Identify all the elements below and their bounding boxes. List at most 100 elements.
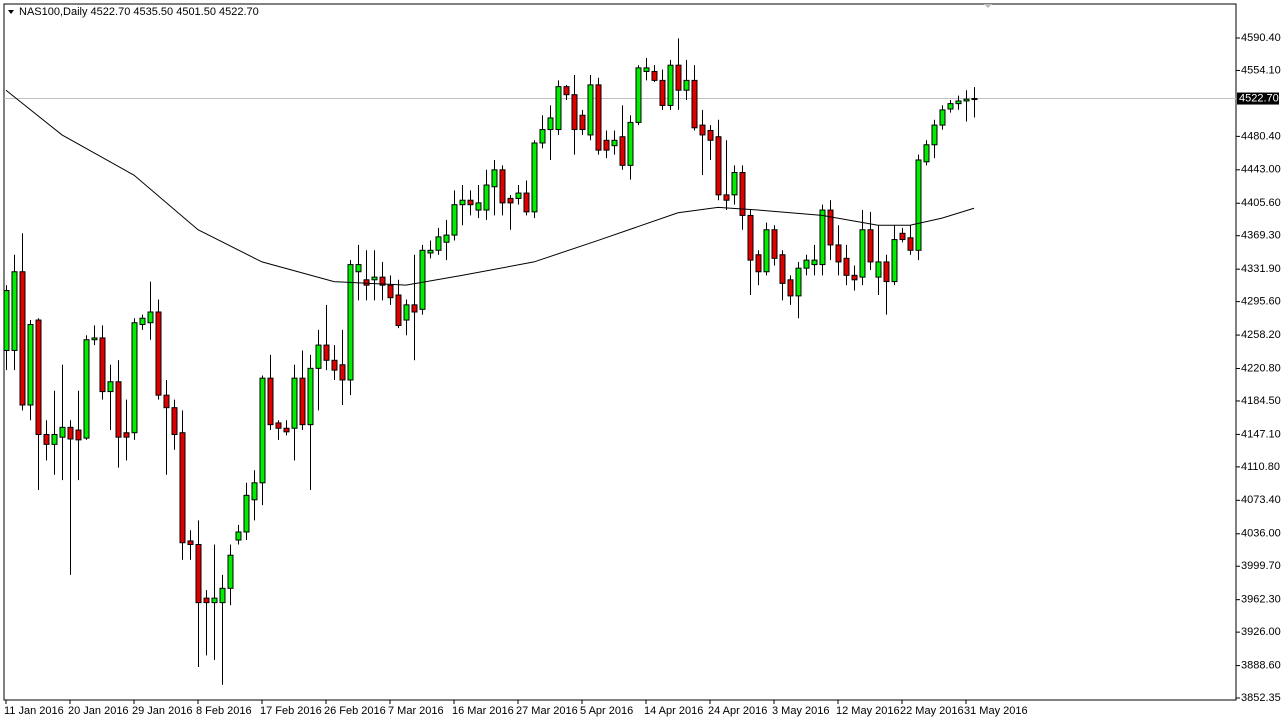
x-tick-label: 17 Feb 2016 (260, 705, 322, 717)
candle-body (587, 84, 594, 136)
header-high: 4535.50 (133, 6, 173, 18)
plot-area (3, 3, 1237, 701)
y-tick-label: 4590.40 (1241, 32, 1281, 44)
candle-body (475, 202, 482, 211)
candle-body (59, 426, 66, 438)
last-price-label: 4522.70 (1239, 92, 1279, 104)
candle-body (611, 139, 618, 147)
y-tick-label: 4554.10 (1241, 64, 1281, 76)
candle-body (91, 337, 98, 341)
candle-body (379, 276, 386, 286)
candle-body (795, 267, 802, 297)
candle-body (595, 84, 602, 151)
candle-body (211, 597, 218, 604)
candle-body (115, 381, 122, 438)
candle-body (403, 304, 410, 321)
candle-body (387, 284, 394, 299)
candle-body (579, 114, 586, 131)
candle-body (515, 192, 522, 199)
candle-body (19, 271, 26, 406)
x-tick-label: 27 Mar 2016 (516, 705, 578, 717)
candle-body (755, 254, 762, 273)
candle-body (939, 109, 946, 126)
candle-body (531, 142, 538, 213)
candle-body (291, 377, 298, 429)
candle-body (67, 426, 74, 440)
candle-body (739, 171, 746, 216)
candle-body (251, 482, 258, 501)
x-tick-label: 16 Mar 2016 (452, 705, 514, 717)
candle-body (931, 124, 938, 146)
candle-body (547, 117, 554, 131)
symbol: NAS100,Daily (19, 6, 88, 18)
candle-body (123, 432, 130, 438)
y-tick-label: 4295.60 (1241, 296, 1281, 308)
candle-body (707, 129, 714, 141)
candle-body (35, 319, 42, 436)
candle-body (723, 194, 730, 201)
candle-body (443, 234, 450, 243)
candle-body (171, 407, 178, 436)
candle-body (259, 377, 266, 484)
candle-body (331, 359, 338, 371)
candle-body (699, 124, 706, 136)
y-tick-label: 3888.60 (1241, 659, 1281, 671)
candle-body (195, 543, 202, 604)
y-tick-label: 4184.50 (1241, 395, 1281, 407)
candle-body (851, 274, 858, 281)
candle-body (355, 264, 362, 273)
candle-body (267, 377, 274, 426)
candle-body (371, 276, 378, 281)
candle-body (915, 159, 922, 251)
candle-body (803, 259, 810, 269)
candle-body (691, 79, 698, 129)
candle-body (139, 317, 146, 326)
y-tick-label: 4220.80 (1241, 362, 1281, 374)
x-tick-label: 8 Feb 2016 (196, 705, 252, 717)
y-tick-label: 4036.00 (1241, 528, 1281, 540)
y-tick-label: 4443.00 (1241, 164, 1281, 176)
candle-body (219, 587, 226, 604)
candle-body (43, 434, 50, 445)
y-tick-label: 4258.20 (1241, 329, 1281, 341)
header-arrow (8, 10, 14, 14)
candle-body (891, 239, 898, 283)
y-tick-label: 4405.60 (1241, 197, 1281, 209)
x-tick-label: 29 Jan 2016 (132, 705, 193, 717)
x-tick-label: 11 Jan 2016 (4, 705, 64, 717)
candle-body (899, 232, 906, 241)
y-tick-label: 4147.10 (1241, 428, 1281, 440)
candle-body (283, 427, 290, 433)
header-close: 4522.70 (219, 6, 259, 18)
candle-body (635, 67, 642, 123)
candle-body (315, 344, 322, 369)
y-tick-label: 4480.40 (1241, 130, 1281, 142)
x-tick-label: 5 Apr 2016 (580, 705, 633, 717)
candle-body (875, 261, 882, 278)
candle-body (683, 79, 690, 91)
candle-body (971, 98, 978, 101)
candle-body (715, 136, 722, 196)
candle-body (107, 381, 114, 393)
candle-body (347, 264, 354, 381)
candle-body (955, 100, 962, 105)
candle-body (763, 229, 770, 273)
shift-marker (984, 4, 992, 8)
candle-body (779, 254, 786, 284)
candle-body (163, 394, 170, 409)
candle-body (435, 236, 442, 251)
candle-body (4, 290, 10, 351)
candle-body (827, 209, 834, 246)
candle-body (867, 229, 874, 263)
candle-body (787, 279, 794, 297)
candle-body (555, 86, 562, 131)
candle-body (491, 169, 498, 188)
candle-body (11, 271, 18, 351)
candle-body (75, 429, 82, 441)
last-price-box (1237, 92, 1279, 105)
candle-body (323, 344, 330, 361)
header-low: 4501.50 (176, 6, 216, 18)
candle-body (859, 229, 866, 278)
x-tick-label: 3 May 2016 (772, 705, 829, 717)
